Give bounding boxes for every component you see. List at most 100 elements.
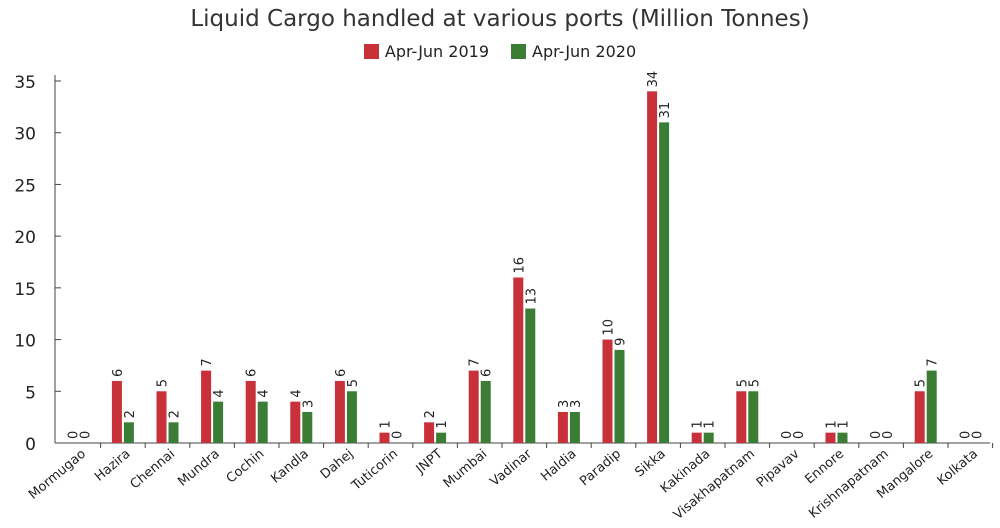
x-tick-label: Haldia (538, 447, 579, 485)
data-label: 3 (557, 400, 572, 408)
y-tick-label: 15 (14, 280, 36, 300)
x-tick-label: Dahej (318, 447, 357, 483)
data-label: 2 (123, 410, 138, 418)
bar-2020 (168, 422, 179, 443)
legend-item-2019: Apr-Jun 2019 (363, 42, 489, 61)
x-tick-label: Kandla (268, 447, 312, 487)
bar-2019 (379, 432, 390, 443)
legend-swatch-2020 (511, 44, 526, 59)
data-label: 0 (391, 431, 406, 439)
data-label: 0 (869, 431, 884, 439)
data-label: 10 (602, 319, 617, 336)
data-label: 1 (837, 420, 852, 428)
bar-2019 (156, 391, 167, 443)
bar-2020 (213, 401, 224, 443)
data-label: 0 (881, 431, 896, 439)
data-label: 1 (825, 420, 840, 428)
data-label: 0 (958, 431, 973, 439)
data-label: 16 (512, 257, 527, 274)
bar-2019 (201, 370, 212, 443)
data-label: 0 (970, 431, 985, 439)
data-label: 7 (468, 358, 483, 366)
bar-2019 (736, 391, 747, 443)
data-label: 5 (346, 379, 361, 387)
data-label: 1 (379, 420, 394, 428)
x-tick-label: Chennai (128, 447, 179, 493)
data-label: 34 (646, 71, 661, 88)
x-tick-label: Mumbai (441, 447, 490, 492)
bar-2019 (513, 277, 524, 443)
bar-2020 (659, 122, 670, 443)
y-tick-label: 5 (25, 383, 36, 403)
bar-2019 (914, 391, 925, 443)
x-tick-label: JNPT (413, 447, 446, 478)
x-tick-label: Mundra (175, 447, 222, 490)
bar-2020 (569, 411, 580, 443)
bar-2020 (480, 380, 491, 443)
bar-2019 (602, 339, 613, 443)
bar-2019 (334, 380, 345, 443)
x-tick-label: Sikka (632, 447, 668, 481)
x-tick-label: Kolkata (935, 447, 981, 489)
data-label: 6 (111, 369, 126, 377)
bar-2020 (525, 308, 536, 443)
data-label: 9 (614, 338, 629, 346)
y-tick-label: 30 (14, 125, 36, 145)
bar-2019 (245, 380, 256, 443)
chart-title: Liquid Cargo handled at various ports (M… (190, 6, 810, 32)
data-label: 1 (435, 420, 450, 428)
bar-2019 (557, 411, 568, 443)
chart-legend: Apr-Jun 2019 Apr-Jun 2020 (0, 42, 1000, 61)
legend-item-2020: Apr-Jun 2020 (511, 42, 636, 61)
x-tick-label: Cochin (224, 447, 268, 487)
x-tick-label: Pipavav (754, 446, 803, 490)
bar-2020 (703, 432, 714, 443)
bar-2019 (647, 91, 658, 443)
data-label: 7 (200, 358, 215, 366)
data-label: 4 (257, 389, 272, 397)
bar-2020 (123, 422, 134, 443)
data-label: 6 (334, 369, 349, 377)
bar-2019 (424, 422, 435, 443)
data-label: 5 (747, 379, 762, 387)
data-label: 0 (66, 431, 81, 439)
x-tick-label: Hazira (92, 447, 133, 485)
y-tick-label: 25 (14, 176, 36, 196)
y-tick-label: 10 (14, 332, 36, 352)
bar-2020 (302, 411, 313, 443)
data-label: 2 (423, 410, 438, 418)
x-tick-label: Visakhapatnam (671, 447, 758, 523)
bar-2019 (111, 380, 122, 443)
data-label: 5 (735, 379, 750, 387)
x-tick-label: Tuticorin (348, 447, 401, 495)
legend-label-2020: Apr-Jun 2020 (532, 42, 637, 61)
data-label: 3 (301, 400, 316, 408)
x-tick-label: Vadinar (487, 446, 535, 490)
bar-2020 (926, 370, 937, 443)
data-label: 4 (289, 389, 304, 397)
bar-2019 (691, 432, 702, 443)
data-label: 4 (212, 389, 227, 397)
bar-2020 (436, 432, 447, 443)
bar-2020 (346, 391, 357, 443)
data-label: 5 (914, 379, 929, 387)
data-label: 31 (658, 102, 673, 119)
data-label: 13 (524, 288, 539, 305)
legend-label-2019: Apr-Jun 2019 (384, 42, 489, 61)
data-label: 1 (691, 420, 706, 428)
bar-2020 (257, 401, 268, 443)
data-label: 6 (245, 369, 260, 377)
data-label: 1 (703, 420, 718, 428)
y-tick-label: 35 (14, 73, 36, 93)
data-label: 2 (168, 410, 183, 418)
data-label: 0 (78, 431, 93, 439)
y-tick-label: 20 (14, 228, 36, 248)
y-tick-label: 0 (25, 435, 36, 455)
x-tick-label: Krishnapatnam (806, 447, 891, 522)
data-label: 7 (926, 358, 941, 366)
bar-2020 (748, 391, 759, 443)
data-label: 3 (569, 400, 584, 408)
bar-2019 (468, 370, 479, 443)
data-label: 0 (780, 431, 795, 439)
